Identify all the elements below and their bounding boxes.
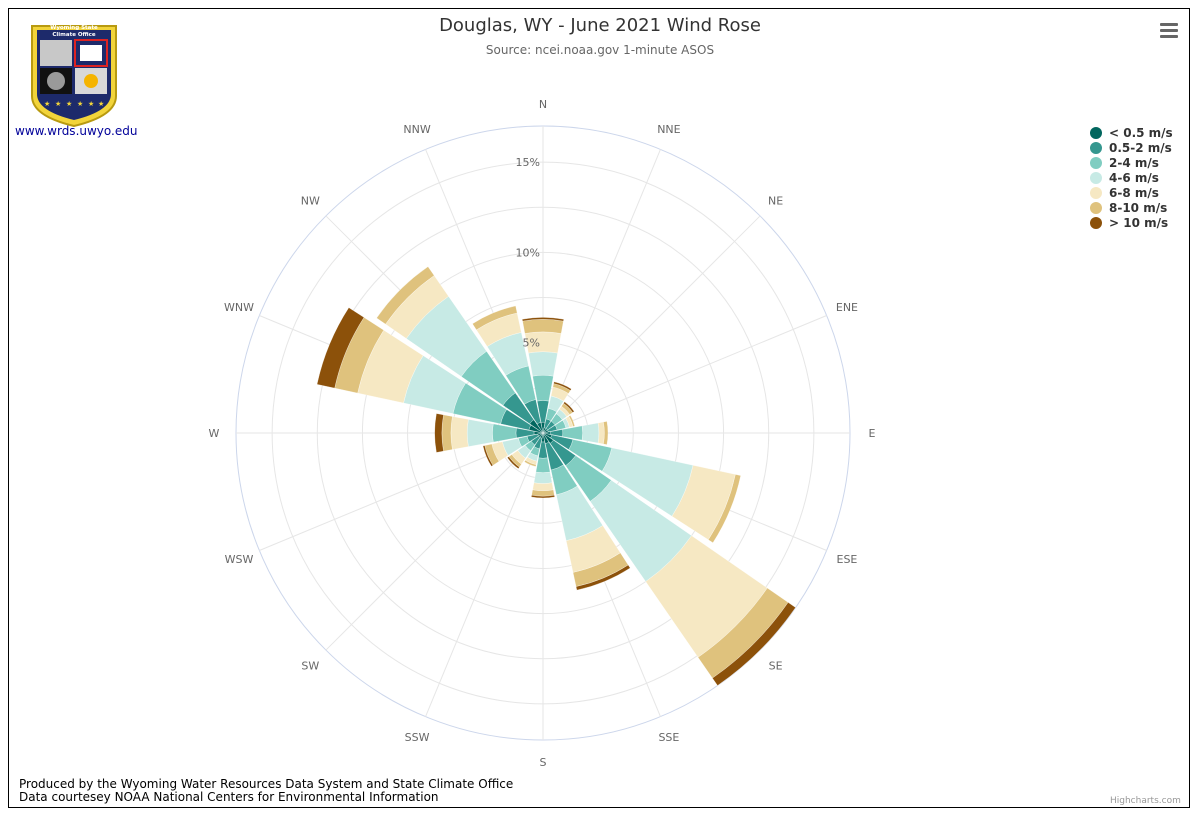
legend: < 0.5 m/s 0.5-2 m/s 2-4 m/s 4-6 m/s 6-8 m/s 8… bbox=[1090, 125, 1173, 230]
wind-bar-sw[interactable] bbox=[507, 456, 520, 469]
legend-item[interactable]: 2-4 m/s bbox=[1090, 155, 1173, 170]
radial-tick-label: 10% bbox=[516, 246, 540, 259]
legend-label: < 0.5 m/s bbox=[1109, 125, 1173, 140]
wind-bar-w[interactable] bbox=[441, 414, 453, 452]
direction-label: N bbox=[539, 98, 547, 111]
wind-bar-sse[interactable] bbox=[575, 564, 631, 591]
svg-text:★: ★ bbox=[98, 100, 104, 108]
wind-bar-e[interactable] bbox=[603, 421, 609, 445]
wind-bar-s[interactable] bbox=[532, 482, 554, 491]
radial-tick-label: 5% bbox=[523, 337, 540, 350]
wind-bar-ene[interactable] bbox=[568, 415, 575, 427]
svg-text:★: ★ bbox=[66, 100, 72, 108]
svg-text:★: ★ bbox=[88, 100, 94, 108]
legend-marker bbox=[1090, 171, 1102, 184]
wind-bar-s[interactable] bbox=[533, 471, 553, 484]
legend-item[interactable]: 0.5-2 m/s bbox=[1090, 140, 1173, 155]
climate-office-logo: ★ ★ ★ ★ ★ ★ Wyoming State Climate Office bbox=[31, 25, 117, 128]
legend-label: 4-6 m/s bbox=[1109, 170, 1159, 185]
footer: Produced by the Wyoming Water Resources … bbox=[19, 778, 513, 804]
direction-label: E bbox=[869, 427, 876, 440]
direction-label: ESE bbox=[837, 553, 858, 566]
angular-gridline bbox=[325, 432, 544, 651]
wind-bar-ssw[interactable] bbox=[524, 460, 537, 467]
direction-label: SSE bbox=[658, 731, 679, 744]
legend-item[interactable]: < 0.5 m/s bbox=[1090, 125, 1173, 140]
wind-bar-e[interactable] bbox=[597, 421, 605, 445]
wind-bar-nnw[interactable] bbox=[472, 305, 518, 331]
wind-rose-bars[interactable] bbox=[316, 266, 796, 686]
legend-item[interactable]: > 10 m/s bbox=[1090, 215, 1173, 230]
legend-marker bbox=[1090, 141, 1102, 154]
wind-bar-se[interactable] bbox=[712, 602, 796, 686]
legend-item[interactable]: 6-8 m/s bbox=[1090, 185, 1173, 200]
legend-label: 0.5-2 m/s bbox=[1109, 140, 1172, 155]
footer-line2: Data courtesey NOAA National Centers for… bbox=[19, 790, 439, 804]
legend-marker bbox=[1090, 156, 1102, 169]
wind-bar-n[interactable] bbox=[528, 351, 558, 377]
logo-banner-line1: Wyoming State bbox=[50, 25, 98, 31]
legend-item[interactable]: 4-6 m/s bbox=[1090, 170, 1173, 185]
radial-tick-label: 15% bbox=[516, 156, 540, 169]
direction-label: ENE bbox=[836, 301, 858, 314]
axis-labels: N NNE NE ENE E ESE SE SSE S SSW SW WSW W WNW NW NNW 5% 10… bbox=[209, 98, 876, 769]
wind-bar-ese[interactable] bbox=[708, 474, 741, 543]
site-link[interactable]: www.wrds.uwyo.edu bbox=[15, 124, 138, 138]
svg-text:★: ★ bbox=[55, 100, 61, 108]
legend-item[interactable]: 8-10 m/s bbox=[1090, 200, 1173, 215]
wind-bar-n[interactable] bbox=[522, 319, 564, 334]
wind-bar-s[interactable] bbox=[531, 495, 555, 499]
wind-bar-wsw[interactable] bbox=[482, 445, 494, 467]
direction-label: WSW bbox=[225, 553, 254, 566]
legend-marker bbox=[1090, 216, 1102, 229]
direction-label: S bbox=[540, 756, 547, 769]
wind-bar-w[interactable] bbox=[467, 419, 494, 447]
chart-title: Douglas, WY - June 2021 Wind Rose bbox=[439, 15, 761, 36]
svg-text:★: ★ bbox=[77, 100, 83, 108]
angular-gridline bbox=[425, 432, 544, 717]
direction-label: WNW bbox=[224, 301, 254, 314]
legend-label: 8-10 m/s bbox=[1109, 200, 1168, 215]
direction-label: NE bbox=[768, 194, 783, 207]
direction-label: NNE bbox=[657, 123, 680, 136]
footer-line1: Produced by the Wyoming Water Resources … bbox=[19, 777, 514, 791]
wind-bar-nne[interactable] bbox=[553, 381, 572, 391]
wind-bar-nw[interactable] bbox=[376, 266, 435, 325]
legend-marker bbox=[1090, 186, 1102, 199]
legend-label: > 10 m/s bbox=[1109, 215, 1169, 230]
logo-banner-line2: Climate Office bbox=[52, 32, 96, 38]
wind-bar-s[interactable] bbox=[535, 457, 551, 473]
legend-marker bbox=[1090, 201, 1102, 214]
wind-bar-n[interactable] bbox=[532, 375, 554, 402]
chart-subtitle: Source: ncei.noaa.gov 1-minute ASOS bbox=[485, 43, 715, 57]
legend-marker bbox=[1090, 126, 1102, 139]
wind-bar-n[interactable] bbox=[522, 317, 564, 322]
wind-bar-wnw[interactable] bbox=[316, 307, 365, 389]
direction-label: NNW bbox=[403, 123, 430, 136]
legend-label: 2-4 m/s bbox=[1109, 155, 1159, 170]
wind-bar-w[interactable] bbox=[434, 413, 444, 453]
svg-text:★: ★ bbox=[44, 100, 50, 108]
angular-gridline bbox=[542, 315, 827, 434]
wind-bar-w[interactable] bbox=[450, 416, 469, 450]
wind-bar-s[interactable] bbox=[531, 489, 555, 497]
angular-gridline bbox=[542, 215, 761, 434]
direction-label: SE bbox=[769, 660, 783, 673]
hamburger-menu-icon[interactable] bbox=[1158, 20, 1180, 42]
direction-label: SSW bbox=[405, 731, 430, 744]
wind-bar-e[interactable] bbox=[581, 422, 600, 444]
direction-label: SW bbox=[301, 660, 319, 673]
wind-bar-ne[interactable] bbox=[563, 401, 575, 413]
legend-label: 6-8 m/s bbox=[1109, 185, 1159, 200]
direction-label: NW bbox=[301, 194, 320, 207]
highcharts-credit[interactable]: Highcharts.com bbox=[1110, 796, 1181, 806]
chart-container bbox=[8, 8, 1190, 808]
direction-label: W bbox=[209, 427, 220, 440]
